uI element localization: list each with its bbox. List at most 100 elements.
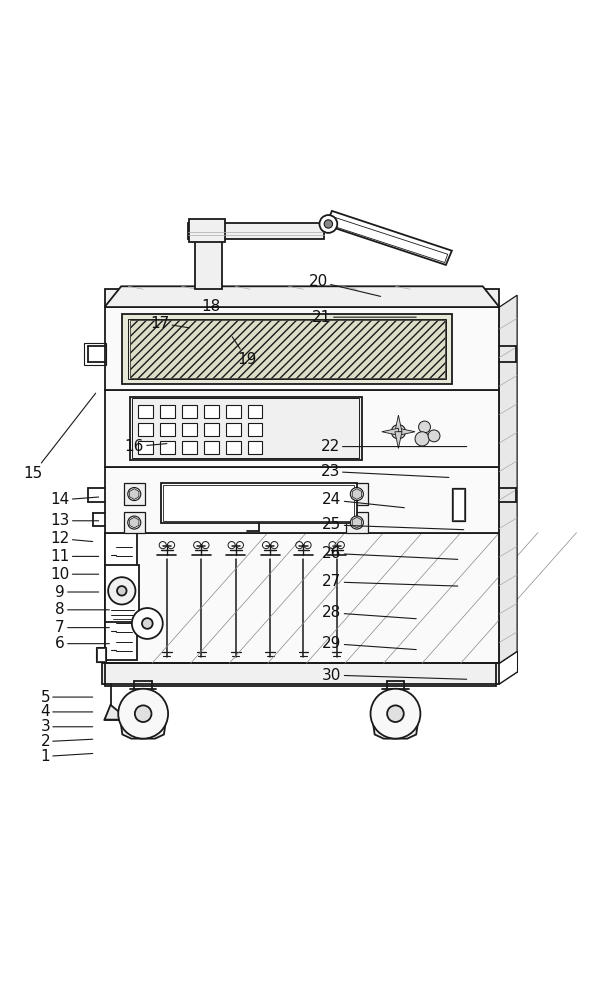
Text: 10: 10 xyxy=(51,567,99,582)
Bar xyxy=(204,423,218,436)
Polygon shape xyxy=(352,489,362,499)
Polygon shape xyxy=(395,415,402,432)
Circle shape xyxy=(350,516,364,529)
Circle shape xyxy=(132,608,163,639)
Bar xyxy=(105,390,499,467)
Bar xyxy=(248,405,262,418)
Text: 2: 2 xyxy=(40,734,93,749)
Bar xyxy=(161,483,357,523)
Text: 15: 15 xyxy=(24,393,96,481)
Bar xyxy=(130,320,444,378)
Text: 12: 12 xyxy=(51,531,93,546)
Text: 29: 29 xyxy=(322,636,416,651)
Bar xyxy=(189,219,225,242)
Bar xyxy=(187,223,324,239)
Bar xyxy=(139,405,153,418)
Text: 26: 26 xyxy=(322,546,458,561)
Circle shape xyxy=(320,215,337,233)
Bar xyxy=(226,423,240,436)
Polygon shape xyxy=(105,286,499,307)
Bar xyxy=(130,397,362,460)
Bar xyxy=(105,533,137,660)
Circle shape xyxy=(128,516,141,529)
Polygon shape xyxy=(499,295,517,663)
Bar xyxy=(161,441,174,454)
Bar xyxy=(97,648,105,661)
Circle shape xyxy=(142,618,153,629)
Text: 30: 30 xyxy=(322,668,466,683)
Bar xyxy=(182,405,196,418)
Polygon shape xyxy=(352,517,362,528)
Text: 4: 4 xyxy=(40,704,93,719)
Polygon shape xyxy=(372,714,419,739)
Bar xyxy=(105,565,139,622)
Text: 1: 1 xyxy=(40,749,93,764)
Bar xyxy=(195,223,221,239)
Circle shape xyxy=(387,705,404,722)
Circle shape xyxy=(415,432,429,446)
Bar xyxy=(133,398,359,458)
Bar xyxy=(195,221,221,289)
Text: 6: 6 xyxy=(55,636,109,651)
Bar xyxy=(105,533,499,663)
Text: 14: 14 xyxy=(51,492,99,508)
Circle shape xyxy=(118,689,168,739)
Bar xyxy=(161,405,174,418)
Bar xyxy=(226,405,240,418)
Bar xyxy=(204,441,218,454)
Bar xyxy=(139,423,153,436)
Circle shape xyxy=(419,421,430,433)
Text: 13: 13 xyxy=(51,513,99,528)
Polygon shape xyxy=(326,211,452,265)
Bar xyxy=(129,319,446,379)
Text: 16: 16 xyxy=(124,439,167,454)
Bar xyxy=(105,662,496,686)
Bar xyxy=(346,483,368,505)
Text: 21: 21 xyxy=(312,310,416,325)
Circle shape xyxy=(117,586,127,596)
Circle shape xyxy=(350,488,364,501)
Bar xyxy=(226,441,240,454)
Text: 17: 17 xyxy=(150,316,189,331)
Bar xyxy=(452,488,465,521)
Text: 3: 3 xyxy=(40,719,93,734)
Text: 11: 11 xyxy=(51,549,99,564)
Text: 28: 28 xyxy=(322,605,416,620)
Bar xyxy=(84,343,107,365)
Bar xyxy=(124,512,145,533)
Bar xyxy=(124,483,145,505)
Polygon shape xyxy=(382,428,399,435)
Text: 23: 23 xyxy=(321,464,449,479)
Bar xyxy=(123,314,452,384)
Polygon shape xyxy=(120,714,167,739)
Bar xyxy=(105,467,499,533)
Text: 20: 20 xyxy=(309,274,381,296)
Circle shape xyxy=(392,425,406,439)
Bar xyxy=(248,441,262,454)
Text: 7: 7 xyxy=(55,620,109,635)
Bar xyxy=(105,307,499,390)
Bar xyxy=(204,405,218,418)
Text: 5: 5 xyxy=(40,690,93,705)
Text: 24: 24 xyxy=(322,492,405,508)
Polygon shape xyxy=(130,517,139,528)
Bar xyxy=(139,441,153,454)
Circle shape xyxy=(324,220,333,228)
Circle shape xyxy=(371,689,421,739)
Bar xyxy=(96,647,107,662)
Bar xyxy=(346,512,368,533)
Polygon shape xyxy=(105,705,129,720)
Text: 8: 8 xyxy=(55,602,109,617)
Polygon shape xyxy=(399,428,415,435)
Circle shape xyxy=(128,488,141,501)
Polygon shape xyxy=(130,489,139,499)
Text: 25: 25 xyxy=(322,517,464,532)
Bar xyxy=(105,289,499,307)
Bar xyxy=(182,423,196,436)
Bar xyxy=(248,423,262,436)
Bar xyxy=(182,441,196,454)
Text: 22: 22 xyxy=(321,439,466,454)
Text: 19: 19 xyxy=(232,337,256,367)
Circle shape xyxy=(428,430,440,442)
Polygon shape xyxy=(395,432,402,448)
